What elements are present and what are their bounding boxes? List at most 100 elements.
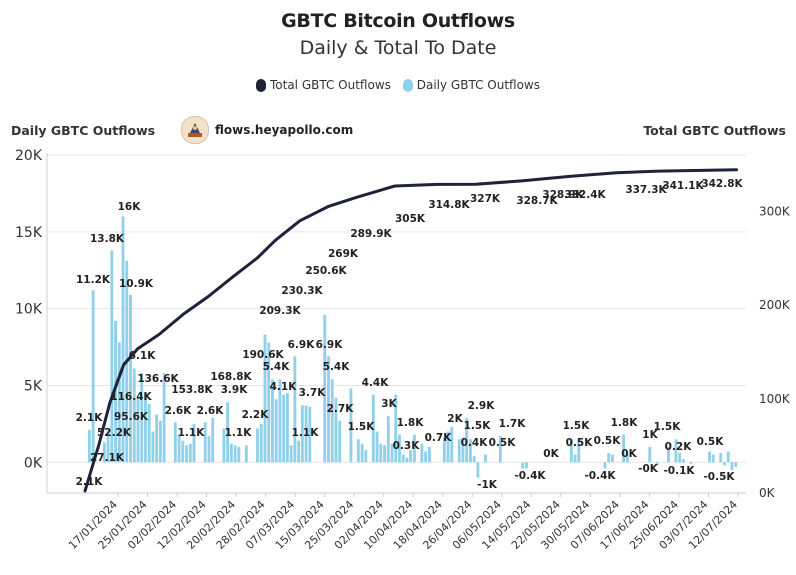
daily-bar [390, 443, 394, 463]
data-label: -0K [638, 463, 659, 475]
right-tick-label: 200K [759, 298, 791, 312]
legend-label-daily: Daily GBTC Outflows [416, 78, 540, 92]
data-label: 2.6K [165, 405, 193, 417]
data-label: 2.1K [76, 412, 104, 424]
daily-bar [674, 439, 678, 463]
daily-bar [420, 443, 424, 463]
data-label: 0.3K [393, 440, 421, 452]
data-label: 0.2K [665, 441, 693, 453]
daily-bar [375, 431, 379, 463]
legend-item-total[interactable]: Total GBTC Outflows [255, 78, 391, 92]
legend-item-daily[interactable]: Daily GBTC Outflows [402, 78, 540, 92]
data-label: 1.5K [654, 421, 682, 433]
daily-bar [573, 454, 577, 463]
data-label: 1K [642, 429, 658, 441]
daily-bar [711, 454, 715, 463]
data-label: 305K [395, 213, 426, 225]
daily-bar [360, 443, 364, 463]
data-label: 327K [470, 193, 501, 205]
daily-bar [278, 379, 282, 463]
daily-bar [424, 451, 428, 463]
chart-subtitle: Daily & Total To Date [299, 37, 497, 59]
daily-bar [297, 440, 301, 463]
daily-bar [427, 446, 431, 463]
daily-bar [386, 416, 390, 463]
data-label: 1.7K [499, 418, 527, 430]
daily-bar [327, 356, 330, 463]
data-label: -0.4K [514, 470, 546, 482]
daily-bar [282, 394, 286, 463]
data-label: 16K [118, 201, 142, 213]
data-label: 289.9K [350, 228, 392, 240]
daily-bar [114, 320, 117, 463]
data-label: 95.6K [114, 411, 149, 423]
daily-bar [521, 462, 525, 469]
data-label: 328.9K [542, 189, 584, 201]
right-tick-label: 0K [759, 486, 776, 500]
data-label: 0.5K [489, 437, 517, 449]
daily-bar [655, 462, 659, 466]
daily-bar [233, 445, 237, 463]
daily-bar [457, 439, 461, 463]
data-label: 341.1K [662, 180, 704, 192]
data-label: 2.7K [327, 403, 355, 415]
daily-bar [726, 451, 730, 463]
daily-bar [450, 426, 454, 463]
data-label: 1.5K [563, 420, 591, 432]
daily-bar [121, 216, 125, 463]
daily-bar [603, 462, 607, 469]
daily-bar [349, 388, 353, 463]
data-label: 11.2K [76, 274, 111, 286]
daily-bar [465, 417, 469, 463]
daily-bar [405, 457, 409, 463]
daily-bar [625, 453, 629, 463]
daily-bar [140, 373, 144, 463]
daily-bar [383, 445, 386, 463]
brand-url[interactable]: flows.heyapollo.com [215, 123, 354, 137]
data-label: 3.9K [221, 384, 249, 396]
legend-swatch-total [255, 78, 266, 92]
data-label: -0.5K [703, 471, 735, 483]
legend-swatch-daily [402, 78, 413, 92]
data-label: 3K [381, 398, 397, 410]
data-label: 52.2K [97, 427, 132, 439]
daily-bar [461, 437, 465, 463]
data-label: 10.9K [119, 278, 154, 290]
daily-bar [211, 417, 215, 463]
daily-bar [229, 443, 233, 463]
daily-bar [222, 428, 226, 463]
daily-bar [256, 428, 259, 463]
daily-bar [188, 443, 192, 463]
daily-bar [263, 334, 267, 463]
daily-bar [151, 431, 155, 463]
data-label: 1.8K [397, 417, 425, 429]
daily-bar [323, 314, 327, 463]
data-label: 136.6K [137, 373, 179, 385]
daily-bar [267, 342, 271, 463]
right-axis-title: Total GBTC Outflows [643, 123, 786, 138]
daily-bar [577, 439, 581, 463]
daily-bar [136, 397, 140, 463]
daily-bar [734, 462, 738, 467]
daily-bar [144, 393, 147, 463]
daily-bar [610, 454, 614, 463]
data-label: 153.8K [171, 384, 213, 396]
data-label: 342.8K [701, 178, 743, 190]
left-tick-label: 15K [15, 225, 43, 241]
data-label: 337.3K [625, 184, 667, 196]
daily-bar [483, 454, 487, 463]
total-line [83, 168, 738, 493]
data-label: 5.4K [323, 361, 351, 373]
daily-bar [91, 290, 95, 463]
data-label: 328.7K [516, 195, 558, 207]
daily-bar [398, 434, 401, 463]
brand[interactable]: flows.heyapollo.com [181, 116, 353, 144]
daily-bar [147, 403, 151, 463]
left-axis-title: Daily GBTC Outflows [11, 123, 156, 138]
daily-bar [300, 405, 304, 463]
daily-bar [607, 453, 611, 463]
data-label: 230.3K [281, 285, 323, 297]
daily-bar [185, 445, 188, 463]
daily-bar [446, 431, 450, 463]
